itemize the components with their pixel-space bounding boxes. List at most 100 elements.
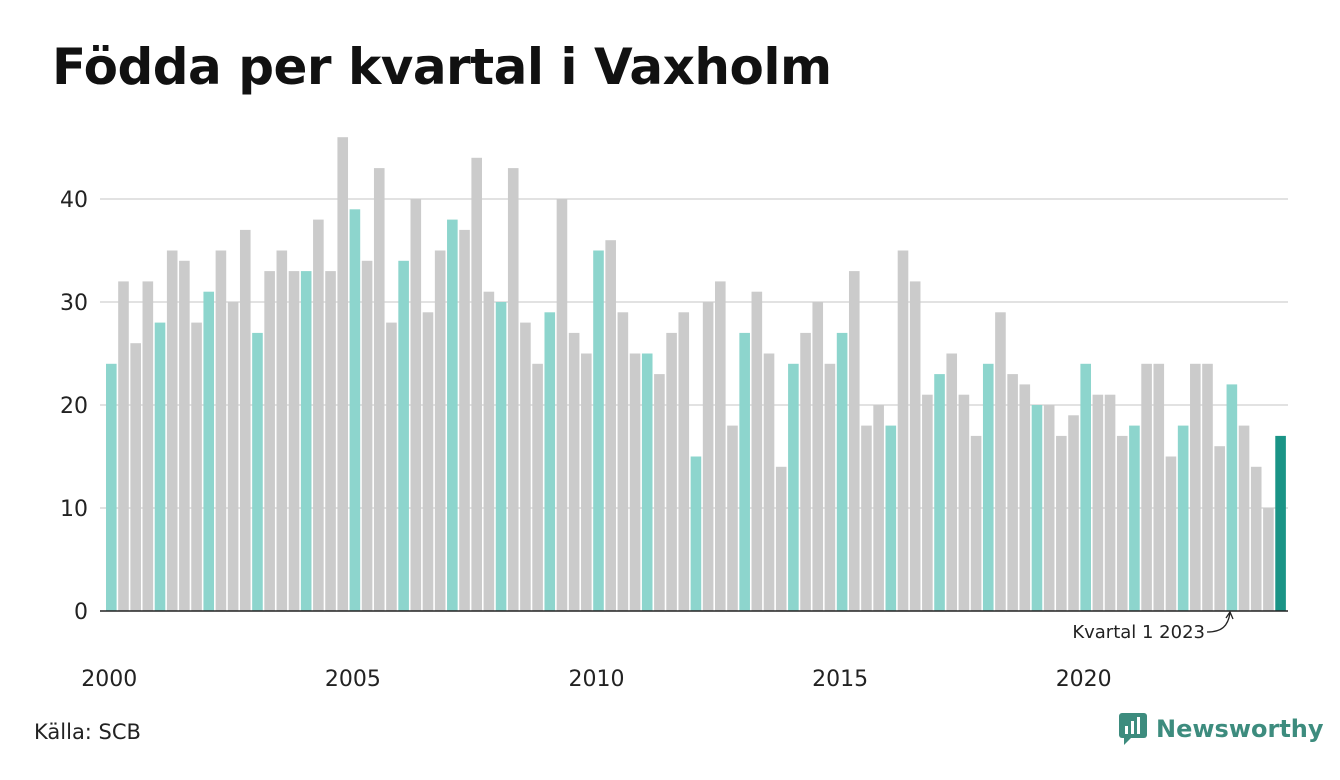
annotation-label: Kvartal 1 2023 <box>1072 622 1205 643</box>
bar <box>1056 435 1067 611</box>
bar <box>824 363 836 611</box>
bar <box>239 229 251 611</box>
bar <box>702 302 714 611</box>
bar <box>179 260 190 611</box>
bar <box>934 374 945 611</box>
bar <box>1129 425 1140 611</box>
bar <box>1202 363 1213 611</box>
y-tick-label: 0 <box>74 600 88 625</box>
bar <box>264 271 275 611</box>
page-title: Födda per kvartal i Vaxholm <box>52 38 832 96</box>
bar <box>1116 435 1128 611</box>
bar <box>447 219 458 611</box>
bar <box>861 425 872 611</box>
bar <box>1275 435 1286 611</box>
brand-logo: Newsworthy <box>1118 712 1324 746</box>
bar <box>922 394 933 611</box>
bar <box>1092 394 1104 611</box>
bar <box>520 322 531 611</box>
bar <box>1068 415 1079 611</box>
bar <box>337 137 349 611</box>
y-tick-label: 40 <box>60 188 88 213</box>
x-tick-label: 2010 <box>569 667 625 692</box>
bar <box>970 435 982 611</box>
x-axis-ticks: 2000 2005 2010 2015 2020 <box>81 667 1111 692</box>
bar <box>715 281 726 611</box>
y-axis-ticks: 0 10 20 30 40 <box>60 188 88 625</box>
bar <box>800 332 811 611</box>
bar <box>1104 394 1116 611</box>
bar <box>142 281 154 611</box>
y-tick-label: 30 <box>60 291 88 316</box>
bar <box>788 363 799 611</box>
bar <box>751 291 763 611</box>
bar <box>690 456 702 611</box>
bar <box>1165 456 1177 611</box>
bar <box>471 157 482 612</box>
bar <box>909 281 921 611</box>
bar <box>666 332 677 611</box>
bar <box>775 466 787 611</box>
bar <box>373 168 385 611</box>
bar <box>1153 363 1165 611</box>
annotation-arrow <box>1206 612 1231 633</box>
bar <box>1019 384 1031 611</box>
bar <box>398 260 409 611</box>
bar <box>422 312 434 611</box>
bar <box>593 250 604 611</box>
bar <box>1263 508 1274 611</box>
bar <box>1141 363 1152 611</box>
bar <box>763 353 775 611</box>
bar <box>313 219 324 611</box>
newsworthy-logo-icon <box>1119 713 1147 745</box>
bar <box>995 312 1006 611</box>
bar <box>727 425 738 611</box>
bar <box>288 271 300 611</box>
bar <box>581 353 592 611</box>
bar <box>215 250 227 611</box>
bar <box>1080 363 1091 611</box>
bar <box>982 363 994 611</box>
bar <box>459 229 470 611</box>
bar <box>641 353 653 611</box>
bar <box>617 312 629 611</box>
bar <box>300 271 312 611</box>
bar <box>1177 425 1189 611</box>
bar <box>252 332 263 611</box>
x-tick-label: 2015 <box>812 667 868 692</box>
bar <box>739 332 750 611</box>
bar <box>812 302 824 611</box>
bar <box>678 312 690 611</box>
bar <box>654 374 665 611</box>
bar <box>118 281 129 611</box>
bar <box>410 199 422 611</box>
bar <box>349 209 361 612</box>
bar <box>1043 405 1055 611</box>
bar <box>1190 363 1201 611</box>
bar <box>1031 405 1043 611</box>
bar <box>1238 425 1250 611</box>
bar <box>568 332 580 611</box>
bar <box>946 353 958 611</box>
bar <box>130 343 141 611</box>
bar <box>325 271 336 611</box>
bar <box>203 291 215 611</box>
bar <box>629 353 641 611</box>
bar <box>848 271 860 611</box>
bar <box>483 291 495 611</box>
bar <box>556 199 568 611</box>
source-text: Källa: SCB <box>34 720 141 744</box>
x-tick-label: 2000 <box>81 667 137 692</box>
bar <box>276 250 288 611</box>
x-tick-label: 2005 <box>325 667 381 692</box>
bar <box>434 250 446 611</box>
bar <box>361 260 373 611</box>
bar <box>544 312 556 611</box>
bar <box>958 394 970 611</box>
bar <box>166 250 178 611</box>
x-tick-label: 2020 <box>1056 667 1112 692</box>
bar <box>1007 374 1018 611</box>
bar <box>507 168 519 611</box>
bar <box>191 322 202 611</box>
